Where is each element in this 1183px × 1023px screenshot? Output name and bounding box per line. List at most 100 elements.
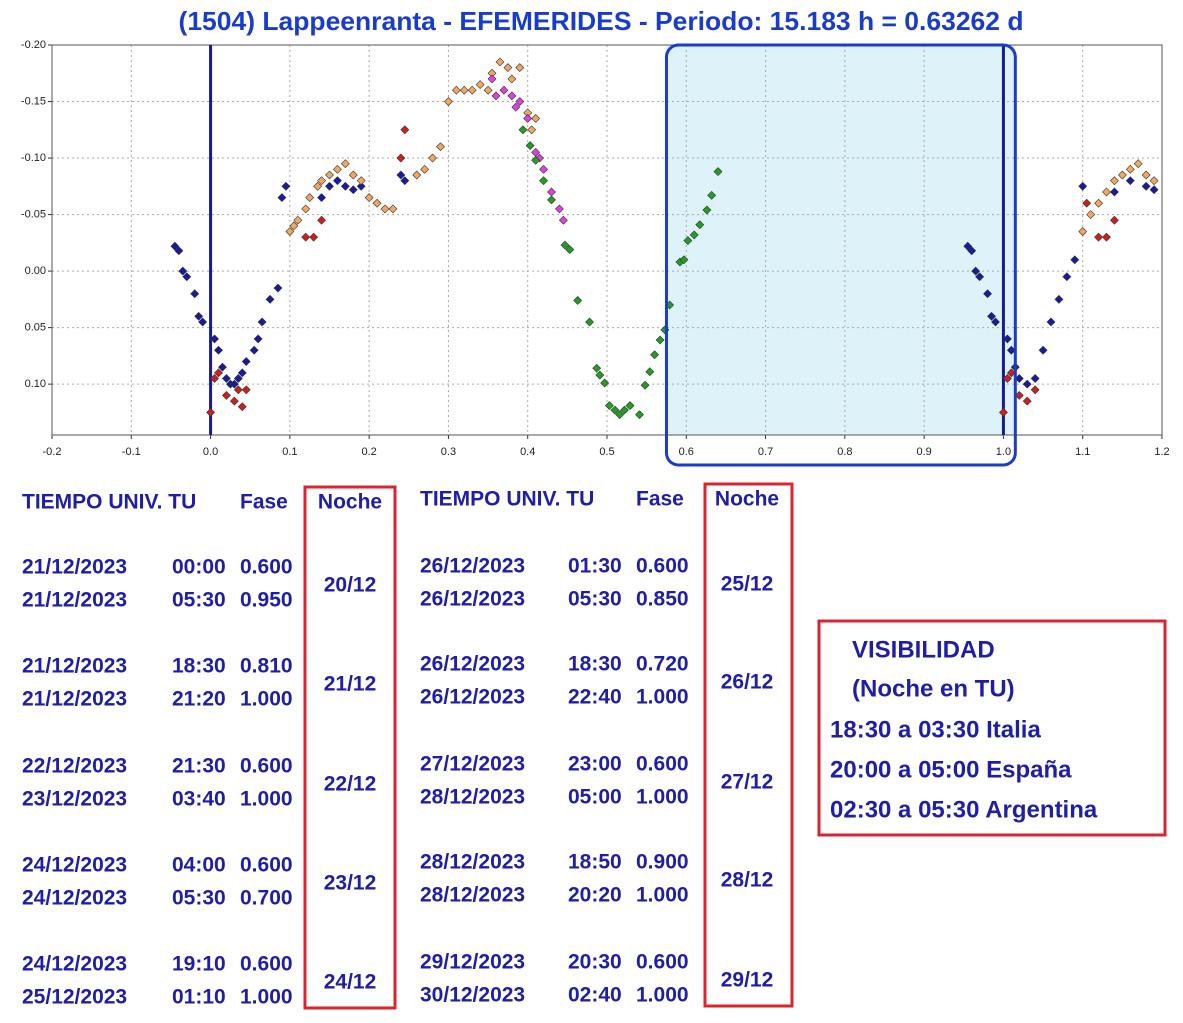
data-point bbox=[1054, 294, 1064, 304]
data-point bbox=[241, 385, 251, 395]
data-point bbox=[364, 193, 374, 203]
data-point bbox=[707, 190, 717, 200]
data-point bbox=[182, 272, 192, 282]
data-point bbox=[635, 410, 644, 420]
time: 19:10 bbox=[172, 953, 226, 976]
visibility-box bbox=[817, 619, 1167, 837]
data-point bbox=[233, 374, 243, 383]
data-point bbox=[436, 142, 445, 152]
data-point bbox=[380, 204, 390, 214]
date: 21/12/2023 bbox=[22, 655, 127, 678]
time: 03:40 bbox=[172, 788, 226, 811]
date: 28/12/2023 bbox=[420, 884, 525, 907]
data-point bbox=[1038, 345, 1048, 355]
data-point bbox=[689, 230, 699, 240]
data-point bbox=[214, 345, 223, 355]
data-point bbox=[356, 181, 366, 191]
time: 00:00 bbox=[172, 556, 226, 579]
data-point bbox=[487, 74, 497, 84]
table-header: Noche bbox=[318, 491, 382, 514]
data-point bbox=[400, 125, 410, 135]
data-point bbox=[1149, 176, 1159, 186]
phase: 0.850 bbox=[636, 588, 689, 611]
x-tick-label: -0.2 bbox=[43, 446, 62, 458]
data-point bbox=[289, 221, 299, 231]
data-point bbox=[483, 85, 493, 95]
data-point bbox=[1102, 187, 1111, 197]
x-tick-label: 1.2 bbox=[1154, 446, 1169, 458]
night: 20/12 bbox=[324, 574, 377, 597]
data-point bbox=[170, 241, 180, 251]
date: 21/12/2023 bbox=[22, 688, 127, 711]
data-point bbox=[702, 205, 712, 215]
date: 25/12/2023 bbox=[22, 986, 127, 1009]
data-point bbox=[467, 85, 477, 95]
data-point bbox=[222, 391, 231, 400]
data-point bbox=[1062, 272, 1072, 282]
x-tick-label: 0.8 bbox=[837, 446, 852, 458]
data-point bbox=[222, 374, 231, 383]
data-point bbox=[194, 311, 204, 321]
night: 26/12 bbox=[721, 671, 774, 694]
data-point bbox=[991, 317, 1000, 327]
plot-frame bbox=[51, 44, 1163, 436]
visibility-title: (Noche en TU) bbox=[852, 675, 1015, 702]
night-box bbox=[303, 485, 397, 1010]
phase: 0.720 bbox=[636, 653, 689, 676]
data-point bbox=[1102, 232, 1111, 242]
data-point bbox=[475, 80, 485, 89]
data-point bbox=[539, 164, 548, 174]
phase: 1.000 bbox=[636, 984, 689, 1007]
date: 22/12/2023 bbox=[22, 755, 127, 778]
data-point bbox=[987, 311, 996, 321]
data-point bbox=[595, 370, 605, 380]
date: 24/12/2023 bbox=[22, 887, 127, 910]
data-point bbox=[317, 215, 326, 225]
time: 05:00 bbox=[568, 786, 622, 809]
x-tick-label: -0.1 bbox=[122, 446, 141, 458]
date: 24/12/2023 bbox=[22, 953, 127, 976]
data-point bbox=[592, 363, 602, 373]
data-point bbox=[679, 255, 689, 265]
table-header: TIEMPO UNIV. TU bbox=[420, 488, 594, 511]
data-point bbox=[1070, 255, 1080, 265]
x-tick-label: 0.5 bbox=[599, 446, 614, 458]
data-point bbox=[178, 266, 188, 276]
chart-title: (1504) Lappeenranta - EFEMERIDES - Perio… bbox=[179, 6, 1024, 36]
phase: 1.000 bbox=[636, 786, 689, 809]
data-point bbox=[190, 289, 200, 299]
data-point bbox=[210, 374, 219, 383]
data-point bbox=[560, 240, 570, 250]
highlight-range bbox=[666, 45, 1016, 435]
phase: 0.950 bbox=[240, 589, 293, 612]
date: 24/12/2023 bbox=[22, 854, 127, 877]
data-point bbox=[285, 227, 295, 236]
data-point bbox=[531, 155, 541, 165]
data-point bbox=[388, 204, 398, 214]
time: 01:30 bbox=[568, 555, 622, 578]
data-point bbox=[372, 198, 382, 208]
visibility-line: 02:30 a 05:30 Argentina bbox=[830, 796, 1098, 823]
data-point bbox=[214, 368, 223, 378]
data-point bbox=[420, 164, 430, 174]
data-point bbox=[971, 266, 981, 276]
data-point bbox=[585, 317, 594, 327]
date: 27/12/2023 bbox=[420, 753, 525, 776]
data-point bbox=[503, 63, 513, 73]
phase: 0.700 bbox=[240, 887, 293, 910]
data-point bbox=[229, 396, 239, 406]
data-point bbox=[348, 170, 358, 180]
data-point bbox=[604, 401, 614, 411]
time: 22:40 bbox=[568, 686, 622, 709]
data-point bbox=[1110, 215, 1119, 225]
x-tick-label: 0.3 bbox=[441, 446, 456, 458]
data-point bbox=[198, 317, 208, 327]
y-tick-label: -0.20 bbox=[21, 39, 46, 51]
night: 28/12 bbox=[721, 869, 774, 892]
night: 21/12 bbox=[324, 673, 377, 696]
data-point bbox=[555, 204, 564, 214]
data-point bbox=[1030, 385, 1040, 395]
data-point bbox=[983, 289, 992, 299]
data-point bbox=[1030, 374, 1040, 383]
